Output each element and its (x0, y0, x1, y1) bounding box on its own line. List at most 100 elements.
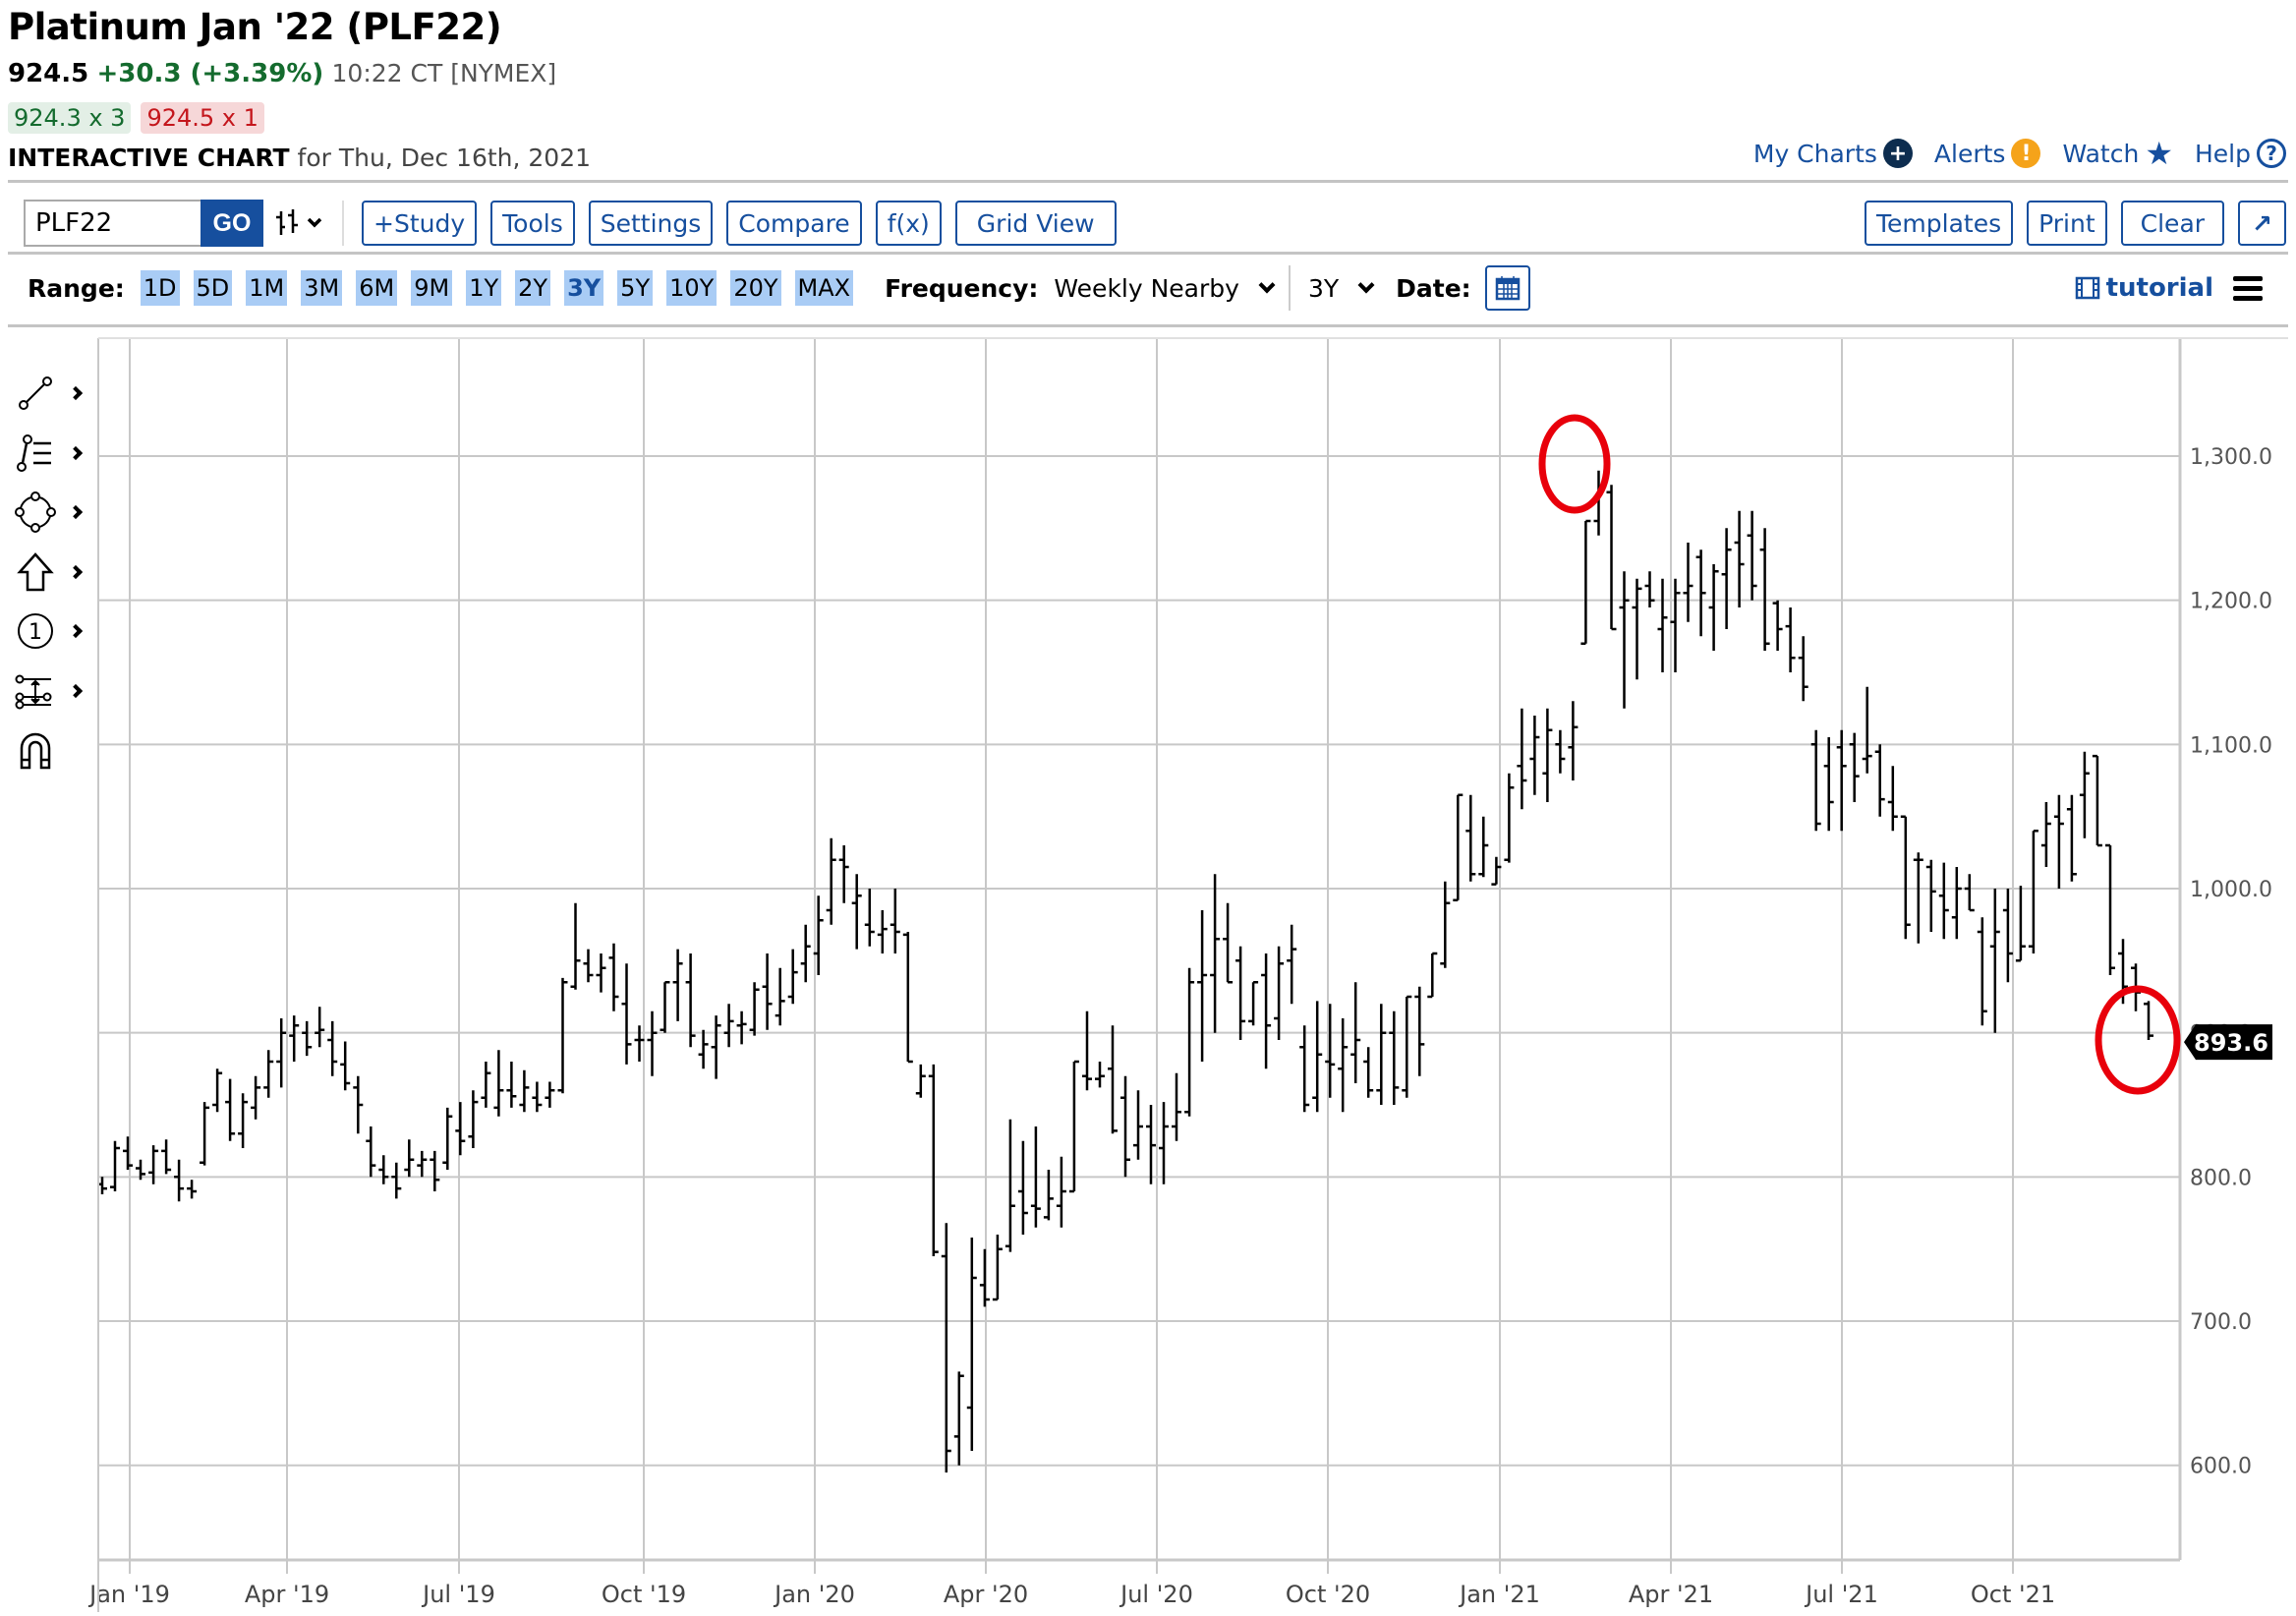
symbol-input[interactable] (24, 200, 201, 247)
annotation-tool[interactable]: 1 (14, 602, 92, 662)
x-tick-label: Apr '19 (245, 1581, 329, 1608)
ohlc-bar-icon (276, 209, 298, 235)
y-tick-label: 1,300.0 (2190, 445, 2272, 470)
templates-button[interactable]: Templates (1865, 201, 2014, 246)
y-tick-label: 1,000.0 (2190, 878, 2272, 902)
shape-tool[interactable] (14, 483, 92, 543)
svg-text:1: 1 (29, 620, 42, 645)
drawing-tools: 1 (14, 364, 92, 780)
arrow-tool[interactable] (14, 543, 92, 603)
frequency-value: Weekly Nearby (1054, 273, 1239, 303)
magnet-tool[interactable] (14, 721, 92, 780)
help-label: Help (2195, 139, 2251, 168)
y-tick-label: 700.0 (2190, 1310, 2252, 1335)
frequency-select[interactable]: Frequency: Weekly Nearby (885, 274, 1287, 303)
x-tick-label: Jan '21 (1458, 1581, 1540, 1608)
print-button[interactable]: Print (2027, 201, 2107, 246)
quote-line: 924.5 +30.3 (+3.39%) 10:22 CT [NYMEX] (8, 59, 556, 88)
toolbar-separator (342, 201, 344, 246)
annotation-circle[interactable] (1538, 414, 1611, 514)
chart-axes: 600.0700.0800.0900.01,000.01,100.01,200.… (87, 337, 2288, 1612)
shape-tool-icon (15, 491, 56, 534)
x-tick-label: Apr '20 (944, 1581, 1028, 1608)
watch-link[interactable]: Watch ★ (2062, 138, 2173, 169)
alerts-link[interactable]: Alerts ! (1934, 139, 2041, 168)
divider (8, 180, 2288, 183)
separator (1288, 265, 1291, 311)
x-tick-label: Oct '20 (1286, 1581, 1370, 1608)
range-5d[interactable]: 5D (193, 270, 233, 306)
x-tick-label: Jan '19 (87, 1581, 170, 1608)
last-price-marker (2184, 1024, 2272, 1061)
toolbar-right: Templates Print Clear ↗ (1851, 201, 2286, 246)
top-links: My Charts + Alerts ! Watch ★ Help ? (1753, 138, 2286, 169)
range-1y[interactable]: 1Y (466, 270, 502, 306)
go-button[interactable]: GO (201, 200, 263, 247)
watch-label: Watch (2062, 139, 2140, 168)
expand-icon: ↗ (2252, 208, 2272, 238)
tutorial-link[interactable]: tutorial (2075, 273, 2213, 303)
expand-button[interactable]: ↗ (2238, 201, 2286, 246)
alerts-label: Alerts (1933, 139, 2006, 168)
range-2y[interactable]: 2Y (515, 270, 551, 306)
range-label: Range: (28, 273, 125, 303)
ohlc-bars (97, 470, 2153, 1472)
x-tick-label: Jul '19 (421, 1581, 495, 1608)
clear-button[interactable]: Clear (2120, 201, 2225, 246)
fibonacci-tool-icon (17, 433, 51, 472)
chevron-down-icon (307, 217, 322, 228)
menu-icon[interactable] (2233, 275, 2263, 301)
x-tick-label: Jul '20 (1119, 1581, 1193, 1608)
range-1d[interactable]: 1D (140, 270, 180, 306)
compare-button[interactable]: Compare (726, 201, 862, 246)
chart-annotations: 893.6 (1538, 414, 2272, 1095)
price-change: +30.3 (+3.39%) (96, 59, 324, 88)
alert-icon: ! (2011, 139, 2041, 168)
my-charts-label: My Charts (1752, 139, 1877, 168)
last-price: 924.5 (8, 59, 89, 88)
date-picker-button[interactable] (1484, 265, 1530, 311)
range-20y[interactable]: 20Y (730, 270, 781, 306)
magnet-icon (20, 733, 51, 770)
measure-tool[interactable] (14, 662, 92, 721)
x-tick-label: Oct '19 (602, 1581, 686, 1608)
my-charts-link[interactable]: My Charts + (1753, 139, 1913, 168)
study-button[interactable]: +Study (362, 201, 478, 246)
x-tick-label: Jan '20 (773, 1581, 855, 1608)
divider (8, 324, 2288, 327)
page-title: Platinum Jan '22 (PLF22) (8, 6, 502, 48)
range-3y[interactable]: 3Y (564, 270, 604, 306)
help-link[interactable]: Help ? (2195, 139, 2286, 168)
fx-button[interactable]: f(x) (875, 201, 942, 246)
chart-label: INTERACTIVE CHART (8, 144, 290, 172)
range-9m[interactable]: 9M (411, 270, 453, 306)
calendar-icon (1495, 276, 1520, 301)
grid-view-button[interactable]: Grid View (954, 201, 1117, 246)
x-tick-label: Apr '21 (1629, 1581, 1713, 1608)
annotation-circle[interactable] (2095, 985, 2181, 1095)
tutorial-label: tutorial (2105, 273, 2213, 303)
tools-button[interactable]: Tools (490, 201, 575, 246)
period-select[interactable]: 3Y (1308, 274, 1386, 303)
y-tick-label: 600.0 (2190, 1455, 2252, 1479)
range-10y[interactable]: 10Y (666, 270, 718, 306)
range-max[interactable]: MAX (794, 270, 854, 306)
measure-tool-icon (15, 674, 52, 710)
range-3m[interactable]: 3M (301, 270, 343, 306)
line-tool-icon (19, 376, 52, 411)
film-icon (2075, 276, 2099, 300)
range-5y[interactable]: 5Y (617, 270, 654, 306)
range-6m[interactable]: 6M (356, 270, 398, 306)
arrow-tool-icon (17, 551, 54, 591)
settings-button[interactable]: Settings (588, 201, 714, 246)
y-tick-label: 1,100.0 (2190, 733, 2272, 758)
bar-type-selector[interactable] (273, 203, 332, 243)
line-tool[interactable] (14, 364, 92, 424)
range-1m[interactable]: 1M (246, 270, 288, 306)
fibonacci-tool[interactable] (14, 424, 92, 484)
period-value: 3Y (1307, 273, 1340, 303)
quote-time: 10:22 CT [NYMEX] (331, 59, 557, 87)
chart-heading: INTERACTIVE CHART for Thu, Dec 16th, 202… (8, 144, 591, 172)
help-icon: ? (2257, 139, 2286, 168)
